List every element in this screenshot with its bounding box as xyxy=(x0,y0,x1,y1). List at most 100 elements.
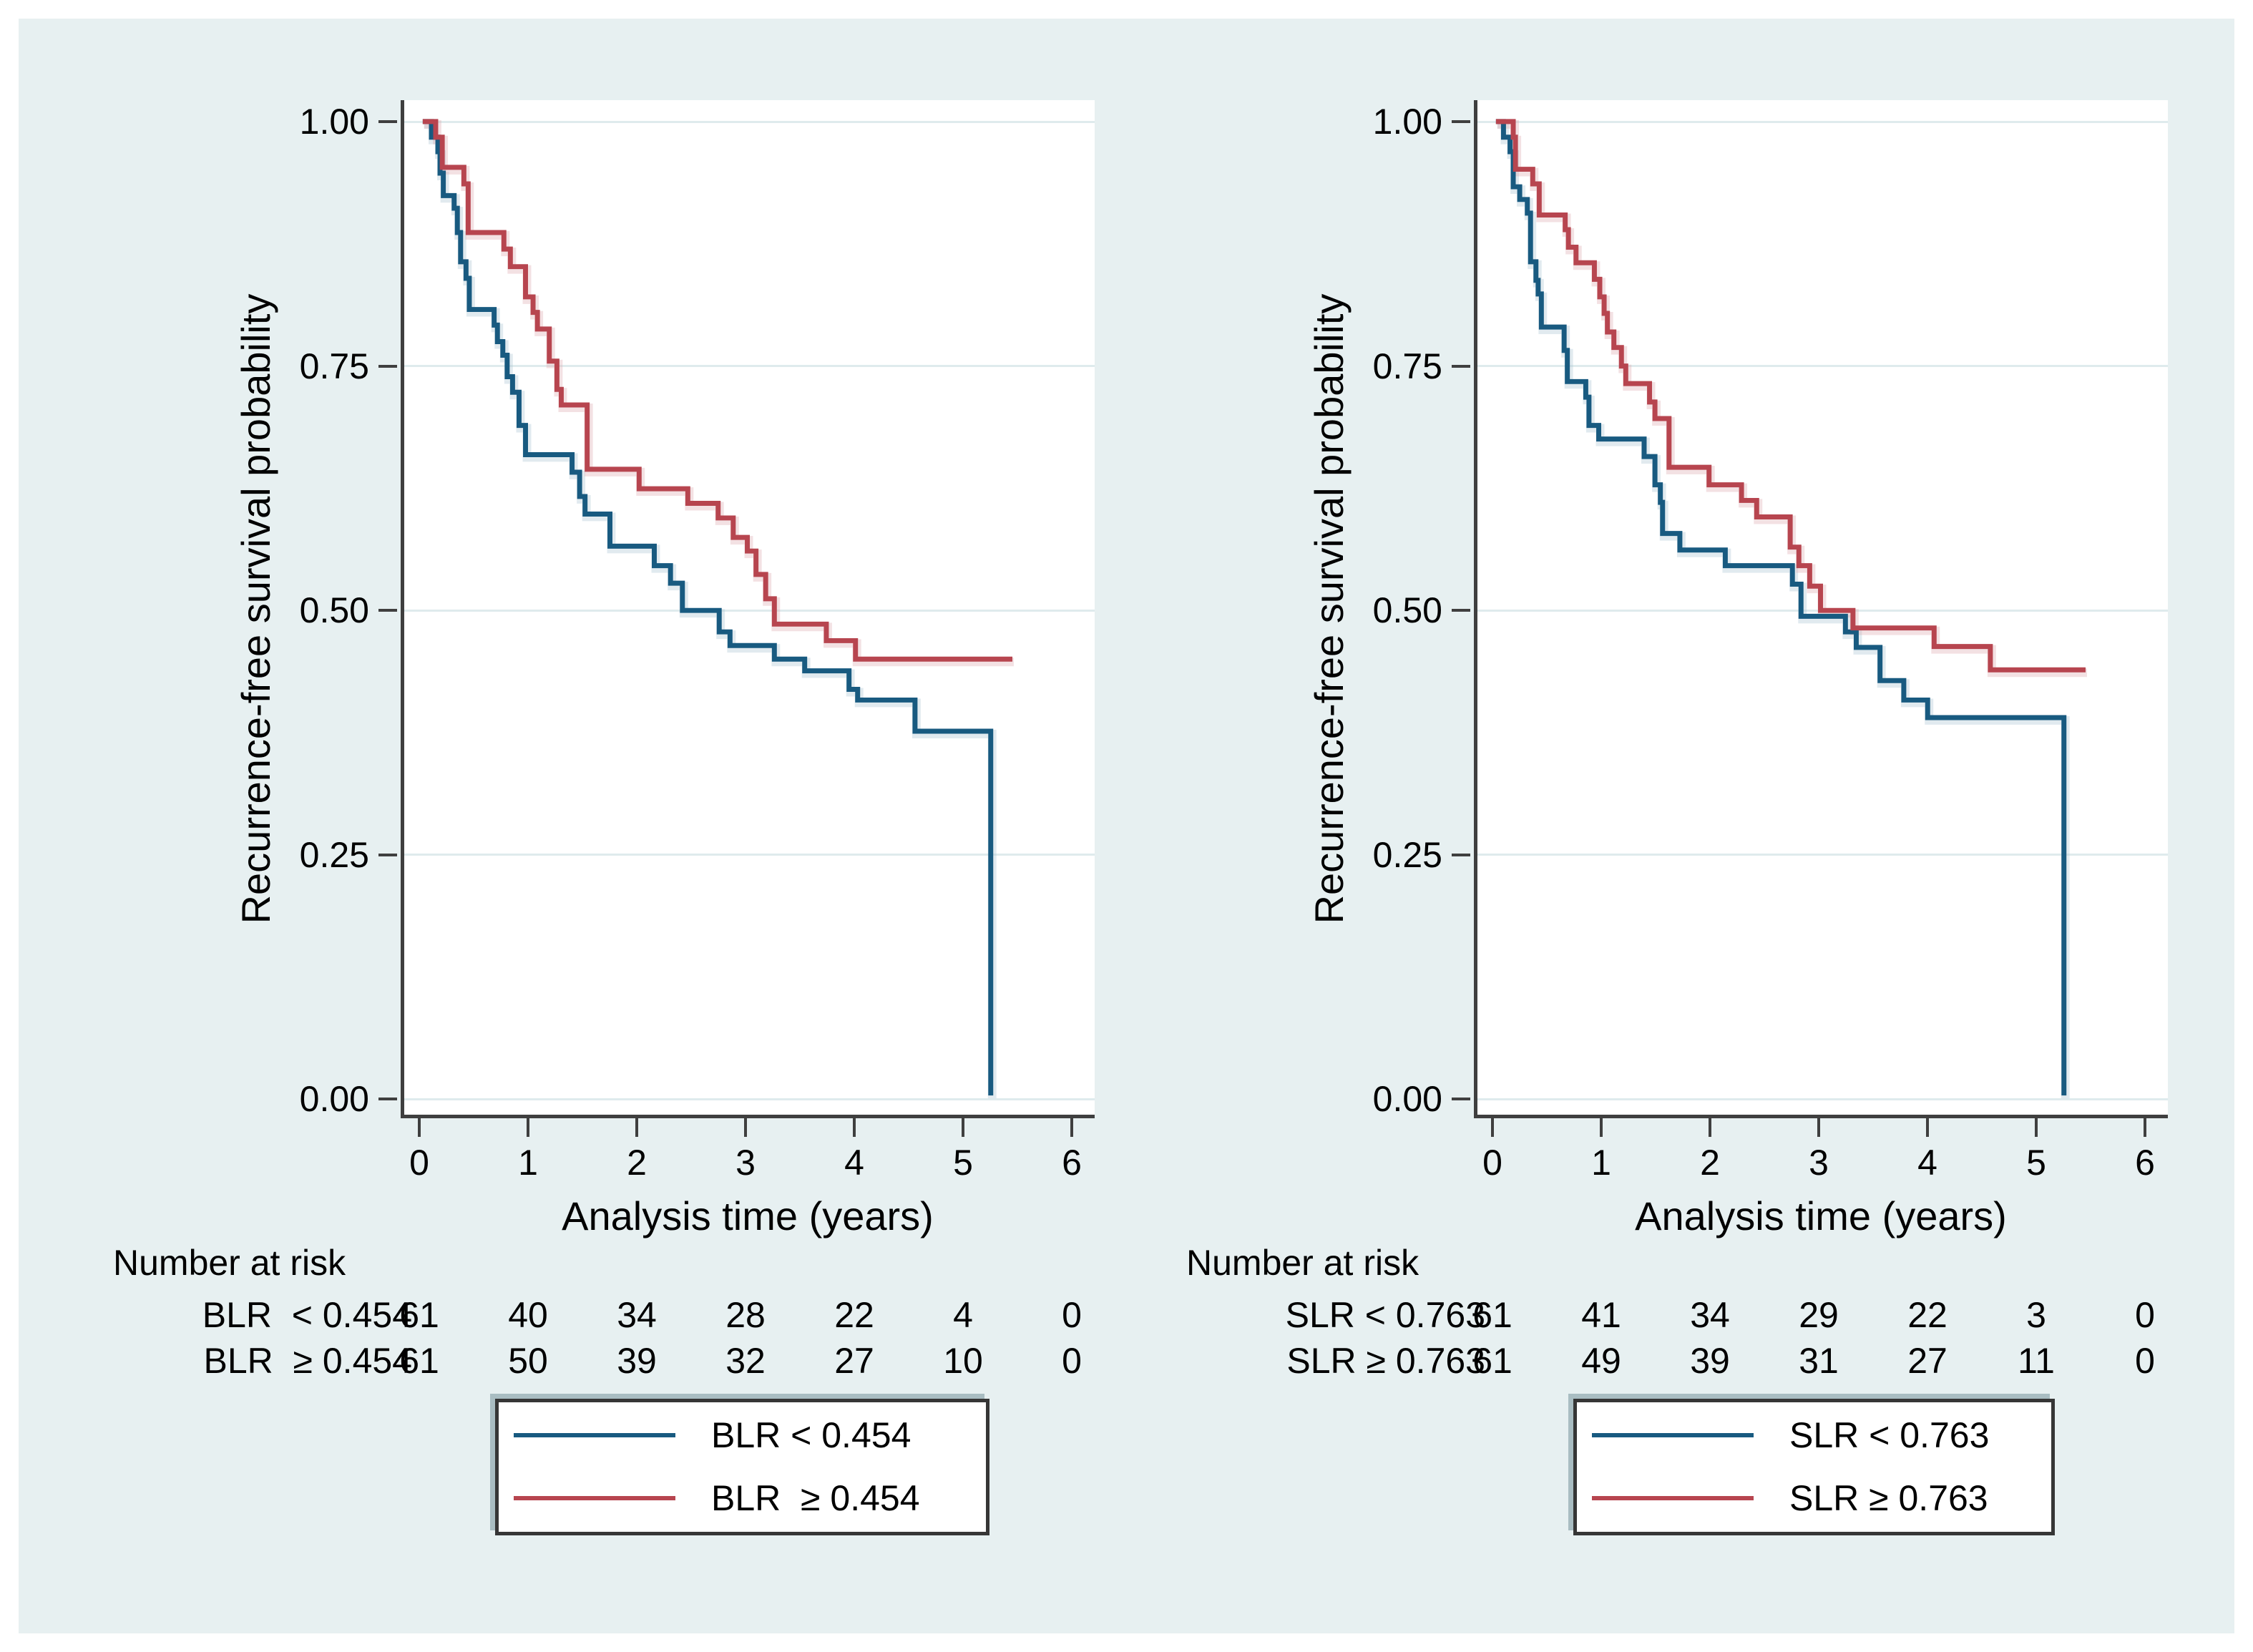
y-tick-label: 0.00 xyxy=(299,1079,369,1119)
risk-count: 3 xyxy=(2026,1295,2046,1335)
risk-count: 61 xyxy=(1472,1341,1512,1381)
legend-label: SLR < 0.763 xyxy=(1789,1415,1990,1455)
gridline xyxy=(1477,120,2168,123)
x-tick xyxy=(1070,1118,1073,1137)
risk-row-label-slr-ge: SLR ≥ 0.763 xyxy=(1286,1341,1485,1381)
risk-count: 4 xyxy=(953,1295,973,1335)
legend-item: SLR < 0.763 xyxy=(1592,1415,1989,1455)
x-tick-label: 6 xyxy=(2135,1143,2155,1183)
legend-item: SLR ≥ 0.763 xyxy=(1592,1478,1988,1518)
risk-count: 41 xyxy=(1581,1295,1621,1335)
gridline xyxy=(1477,854,2168,856)
y-tick xyxy=(378,1098,397,1100)
x-tick xyxy=(1709,1118,1711,1137)
risk-count: 0 xyxy=(1062,1341,1082,1381)
risk-count: 32 xyxy=(725,1341,766,1381)
x-tick xyxy=(1926,1118,1929,1137)
risk-count: 28 xyxy=(725,1295,766,1335)
risk-count: 39 xyxy=(617,1341,657,1381)
legend-line-blue xyxy=(1592,1433,1754,1437)
x-tick-label: 4 xyxy=(844,1143,864,1183)
x-tick xyxy=(853,1118,856,1137)
risk-row-label-slr-lt: SLR < 0.763 xyxy=(1285,1295,1485,1335)
x-tick xyxy=(2035,1118,2038,1137)
y-tick xyxy=(378,853,397,856)
x-tick-label: 2 xyxy=(627,1143,647,1183)
risk-count: 27 xyxy=(834,1341,874,1381)
x-tick xyxy=(962,1118,964,1137)
risk-count: 22 xyxy=(834,1295,874,1335)
legend-item: BLR < 0.454 xyxy=(514,1415,911,1455)
legend-label: BLR ≥ 0.454 xyxy=(711,1478,920,1518)
curve-halo-blue xyxy=(1497,119,2070,1099)
risk-count: 29 xyxy=(1799,1295,1839,1335)
x-tick xyxy=(2144,1118,2146,1137)
km-panel-right: 1.00 0.75 0.50 0.25 0.00 0 1 2 3 4 5 6 Analysis tim… xyxy=(1186,100,2168,1535)
legend-label: BLR < 0.454 xyxy=(711,1415,912,1455)
y-tick xyxy=(1452,364,1470,368)
x-tick xyxy=(1600,1118,1603,1137)
risk-counts-row: 61 49 39 31 27 11 0 xyxy=(1472,1341,2168,1381)
y-tick-label: 1.00 xyxy=(299,102,369,142)
risk-count: 50 xyxy=(508,1341,548,1381)
risk-count: 39 xyxy=(1690,1341,1730,1381)
x-tick-label: 6 xyxy=(1062,1143,1082,1183)
legend-line-blue xyxy=(514,1433,675,1437)
y-tick-label: 0.25 xyxy=(299,834,369,875)
y-tick-label: 1.00 xyxy=(1372,102,1442,142)
x-tick-label: 1 xyxy=(518,1143,538,1183)
y-tick xyxy=(1452,1098,1470,1100)
x-tick xyxy=(744,1118,747,1137)
risk-count: 27 xyxy=(1907,1341,1947,1381)
x-tick-label: 3 xyxy=(735,1143,756,1183)
plot-area-left xyxy=(401,100,1095,1118)
y-tick-label: 0.50 xyxy=(299,590,369,630)
gridline xyxy=(404,609,1095,612)
risk-count: 34 xyxy=(1690,1295,1730,1335)
legend-box-left: BLR < 0.454 BLR ≥ 0.454 xyxy=(495,1399,989,1535)
risk-counts-row: 61 50 39 32 27 10 0 xyxy=(399,1341,1095,1381)
km-panel-left: 1.00 0.75 0.50 0.25 0.00 0 1 2 3 4 5 6 Analysis tim… xyxy=(113,100,1095,1535)
risk-counts-row: 61 41 34 29 22 3 0 xyxy=(1472,1295,2168,1335)
risk-count: 61 xyxy=(399,1295,439,1335)
x-axis-title-left: Analysis time (years) xyxy=(562,1193,934,1238)
gridline xyxy=(404,365,1095,367)
y-tick xyxy=(1452,609,1470,612)
x-tick-label: 0 xyxy=(409,1143,429,1183)
y-tick-label: 0.00 xyxy=(1372,1079,1442,1119)
x-tick xyxy=(527,1118,529,1137)
risk-count: 10 xyxy=(943,1341,983,1381)
y-tick-label: 0.50 xyxy=(1372,590,1442,630)
x-tick-label: 5 xyxy=(953,1143,973,1183)
gridline xyxy=(1477,365,2168,367)
y-tick xyxy=(378,364,397,368)
gridline xyxy=(404,1098,1095,1100)
legend-label: SLR ≥ 0.763 xyxy=(1789,1478,1988,1518)
x-tick xyxy=(1817,1118,1820,1137)
legend-line-red xyxy=(1592,1496,1754,1500)
legend-box-right: SLR < 0.763 SLR ≥ 0.763 xyxy=(1573,1399,2055,1535)
curve-blue-slr-lt xyxy=(1495,119,2067,1096)
x-tick-label: 5 xyxy=(2026,1143,2046,1183)
y-tick xyxy=(1452,120,1470,123)
x-tick xyxy=(635,1118,638,1137)
x-axis-title-right: Analysis time (years) xyxy=(1635,1193,2007,1238)
gridline xyxy=(1477,1098,2168,1100)
y-tick xyxy=(1452,853,1470,856)
risk-count: 0 xyxy=(2135,1341,2155,1381)
risk-row-label-blr-lt: BLR < 0.454 xyxy=(202,1295,412,1335)
risk-count: 22 xyxy=(1907,1295,1947,1335)
x-tick-label: 0 xyxy=(1482,1143,1502,1183)
curve-red-slr-ge xyxy=(1495,119,2086,673)
y-tick-label: 0.75 xyxy=(299,346,369,386)
risk-count: 11 xyxy=(2018,1341,2055,1381)
x-tick-label: 1 xyxy=(1591,1143,1611,1183)
x-tick xyxy=(418,1118,421,1137)
risk-table-header-left: Number at risk xyxy=(113,1243,346,1283)
x-tick xyxy=(1491,1118,1494,1137)
x-tick-label: 2 xyxy=(1700,1143,1720,1183)
y-tick-label: 0.25 xyxy=(1372,834,1442,875)
x-tick-label: 4 xyxy=(1917,1143,1937,1183)
gridline xyxy=(404,120,1095,123)
